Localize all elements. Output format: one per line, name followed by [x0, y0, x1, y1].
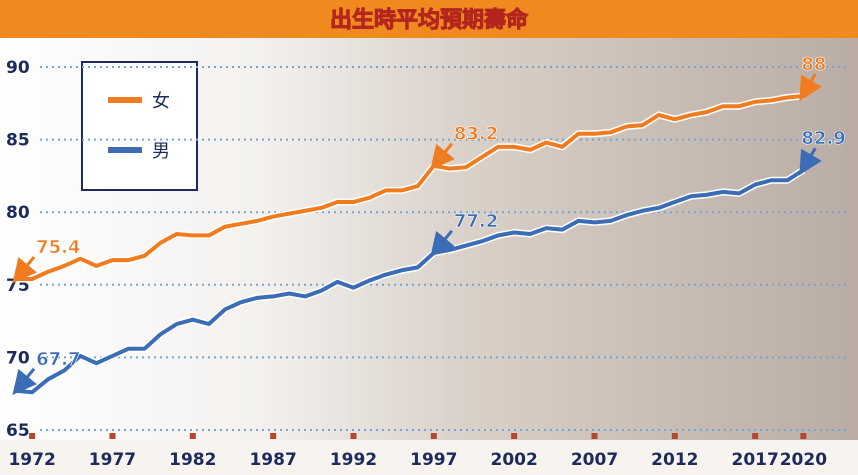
x-tick-mark: [752, 433, 759, 439]
x-tick-mark: [29, 433, 36, 439]
legend-box: [81, 61, 198, 191]
y-tick-label: 70: [6, 348, 30, 368]
title-bar: [0, 0, 858, 38]
x-tick-label: 1972: [8, 450, 55, 470]
annotation-arrow: [430, 142, 455, 170]
x-tick-mark: [671, 433, 678, 439]
series-line: [15, 168, 805, 395]
x-tick-mark: [800, 433, 807, 439]
y-tick-label: 65: [6, 421, 30, 441]
x-tick-label: 1977: [89, 450, 136, 470]
x-tick-label: 2017: [732, 450, 779, 470]
legend: 女男: [81, 61, 198, 191]
annotation-label: 83.2: [454, 124, 498, 145]
x-tick-label: 1997: [410, 450, 457, 470]
series-line: [16, 94, 804, 281]
x-tick-mark: [511, 433, 518, 439]
annotation-arrow: [799, 73, 822, 102]
x-tick-label: 2012: [651, 450, 698, 470]
y-tick-label: 90: [6, 58, 30, 78]
x-tick-mark: [109, 433, 116, 439]
x-tick-label: 1987: [249, 450, 296, 470]
legend-label: 男: [152, 141, 170, 162]
chart-title: 出生時平均預期壽命: [330, 7, 529, 33]
x-tick-mark: [591, 433, 598, 439]
legend-label: 女: [152, 91, 170, 112]
x-tick-label: 2002: [490, 450, 537, 470]
annotation-label: 82.9: [801, 128, 845, 149]
annotation-arrow: [12, 256, 37, 284]
annotation-label: 67.7: [36, 349, 80, 370]
x-tick-label: 1982: [169, 450, 216, 470]
axis-band: [0, 440, 858, 475]
y-tick-label: 80: [6, 203, 30, 223]
x-tick-label: 2007: [571, 450, 618, 470]
annotation-label: 88: [801, 54, 826, 75]
annotation-arrow: [430, 229, 455, 258]
x-tick-mark: [270, 433, 277, 439]
x-tick-label: 2020: [780, 450, 827, 470]
annotation-arrow: [799, 147, 822, 176]
x-tick-mark: [189, 433, 196, 439]
x-tick-mark: [350, 433, 357, 439]
annotation-label: 77.2: [454, 211, 498, 232]
y-tick-label: 85: [6, 131, 30, 151]
annotation-arrow: [12, 367, 37, 396]
x-tick-label: 1992: [330, 450, 377, 470]
x-tick-mark: [430, 433, 437, 439]
annotation-label: 75.4: [36, 237, 80, 258]
